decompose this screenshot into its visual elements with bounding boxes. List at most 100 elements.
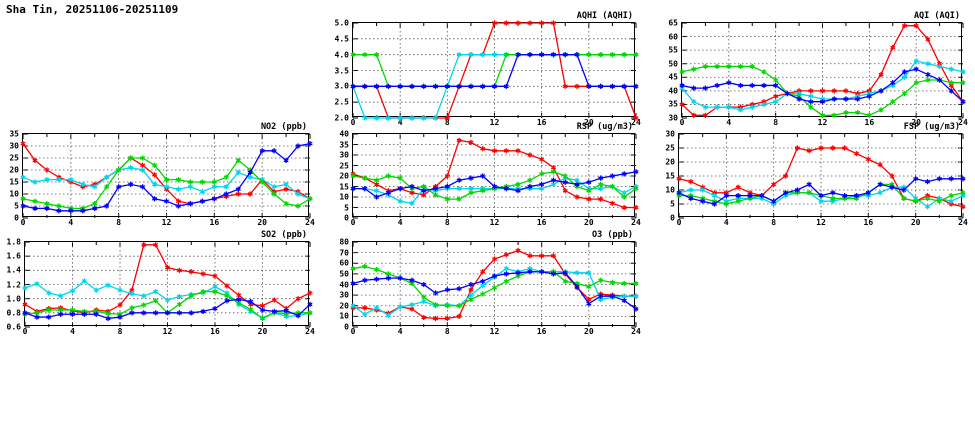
y-tick-label: 0 [14, 213, 19, 223]
plot-area-aqi: 30 35 40 45 50 55 60 65 0 4 8 12 16 20 24 [668, 19, 967, 128]
y-tick-label: 0.6 [6, 322, 21, 332]
x-tick-label: 12 [162, 327, 173, 336]
x-tick-label: 12 [817, 118, 828, 127]
y-tick-label: 10 [339, 192, 349, 202]
page-title: Sha Tin, 20251106-20251109 [6, 3, 179, 16]
x-tick-label: 24 [958, 218, 968, 227]
x-tick-label: 8 [117, 327, 123, 336]
y-tick-label: 1.0 [6, 294, 21, 304]
x-tick-label: 16 [863, 218, 874, 227]
x-tick-label: 12 [489, 218, 500, 227]
y-tick-label: 0 [344, 322, 349, 332]
x-tick-label: 0 [350, 118, 356, 127]
x-tick-label: 12 [489, 327, 500, 336]
chart-title-aqhi: AQHI (AQHI) [576, 11, 633, 21]
plot-area-o3: 0 10 20 30 40 50 60 70 80 0 4 8 12 16 20 24 [339, 238, 640, 337]
x-tick-label: 20 [911, 118, 921, 127]
y-tick-label: 40 [668, 86, 678, 96]
x-tick-label: 24 [631, 327, 641, 336]
x-tick-label: 16 [210, 327, 220, 336]
y-tick-label: 40 [339, 129, 349, 139]
x-tick-label: 24 [631, 118, 641, 127]
plot-canvas-rsp [350, 133, 639, 219]
plot-area-no2: 0 5 10 15 20 25 30 35 0 4 8 12 16 20 24 [9, 130, 314, 228]
plot-area-so2: 0.6 0.8 1.0 1.2 1.4 1.6 1.8 0 4 8 12 16 20 24 [7, 238, 315, 337]
plot-area-fsp: 0 5 10 15 20 25 30 0 4 8 12 16 20 24 [665, 130, 967, 228]
series-markers-day4 [22, 296, 313, 322]
y-tick-label: 5 [670, 199, 675, 209]
x-tick-label: 16 [536, 118, 547, 127]
y-tick-label: 35 [668, 99, 678, 109]
series-markers-day4 [679, 66, 966, 105]
x-tick-label: 16 [536, 218, 547, 227]
plot-area-aqhi: 2.0 2.5 3.0 3.5 4.0 4.5 5.0 0 4 8 12 16 20 24 [335, 19, 641, 128]
y-tick-label: 30 [339, 290, 349, 300]
series-markers-day4 [350, 269, 639, 312]
x-tick-label: 4 [726, 118, 732, 127]
y-tick-label: 60 [339, 258, 349, 268]
x-tick-label: 16 [209, 218, 220, 227]
x-tick-label: 20 [584, 218, 594, 227]
y-tick-label: 0 [670, 213, 675, 223]
x-tick-label: 0 [350, 327, 356, 336]
x-tick-label: 4 [397, 218, 403, 227]
x-tick-label: 20 [257, 327, 268, 336]
x-tick-label: 16 [864, 118, 875, 127]
plot-canvas-so2 [22, 241, 313, 328]
y-tick-label: 1.6 [6, 251, 21, 261]
x-tick-label: 4 [397, 118, 403, 127]
y-tick-label: 25 [665, 143, 675, 153]
x-tick-label: 4 [723, 218, 729, 227]
y-tick-label: 20 [339, 171, 349, 181]
x-tick-label: 12 [161, 218, 172, 227]
x-tick-label: 20 [257, 218, 267, 227]
x-tick-label: 8 [444, 327, 450, 336]
x-tick-label: 4 [397, 327, 403, 336]
y-tick-label: 25 [9, 153, 19, 163]
y-tick-label: 2.5 [334, 97, 349, 107]
x-tick-label: 0 [22, 327, 28, 336]
series-markers-day4 [20, 141, 313, 214]
y-tick-label: 30 [9, 141, 19, 151]
y-tick-label: 30 [665, 129, 675, 139]
y-tick-label: 80 [339, 237, 349, 247]
y-tick-label: 3.0 [334, 81, 349, 91]
y-tick-label: 40 [339, 280, 349, 289]
x-tick-label: 4 [70, 327, 75, 336]
series-markers-day4 [676, 176, 966, 207]
y-tick-label: 5 [14, 201, 19, 211]
y-tick-label: 35 [339, 140, 349, 149]
y-tick-label: 1.2 [6, 280, 21, 289]
y-tick-label: 0 [344, 213, 349, 223]
x-tick-label: 8 [773, 118, 779, 127]
plot-canvas-fsp [676, 133, 966, 219]
y-tick-label: 70 [339, 248, 349, 258]
chart-title-so2: SO2 (ppb) [260, 230, 307, 240]
y-tick-label: 35 [9, 129, 19, 139]
y-tick-label: 65 [668, 18, 678, 28]
y-tick-label: 55 [668, 45, 678, 55]
chart-title-o3: O3 (ppb) [592, 230, 633, 240]
y-tick-label: 5.0 [334, 18, 349, 28]
y-tick-label: 1.8 [6, 237, 21, 247]
y-tick-label: 20 [9, 165, 19, 175]
x-tick-label: 4 [68, 218, 74, 227]
plot-canvas-aqi [679, 22, 966, 119]
y-tick-label: 30 [339, 150, 349, 160]
y-tick-label: 45 [668, 72, 678, 82]
plot-canvas-aqhi [350, 20, 639, 121]
x-tick-label: 8 [116, 218, 122, 227]
plot-canvas-no2 [20, 133, 313, 219]
x-tick-label: 0 [679, 118, 685, 127]
x-tick-label: 8 [444, 118, 450, 127]
x-tick-label: 0 [676, 218, 682, 227]
y-tick-label: 15 [665, 171, 675, 181]
y-tick-label: 2.0 [334, 113, 349, 123]
y-tick-label: 30 [668, 113, 678, 123]
x-tick-label: 12 [816, 218, 826, 227]
x-tick-label: 8 [444, 218, 450, 227]
x-tick-label: 8 [771, 218, 777, 227]
x-tick-label: 24 [631, 218, 641, 227]
y-tick-label: 4.5 [334, 34, 349, 44]
series-markers-day4 [350, 52, 639, 89]
